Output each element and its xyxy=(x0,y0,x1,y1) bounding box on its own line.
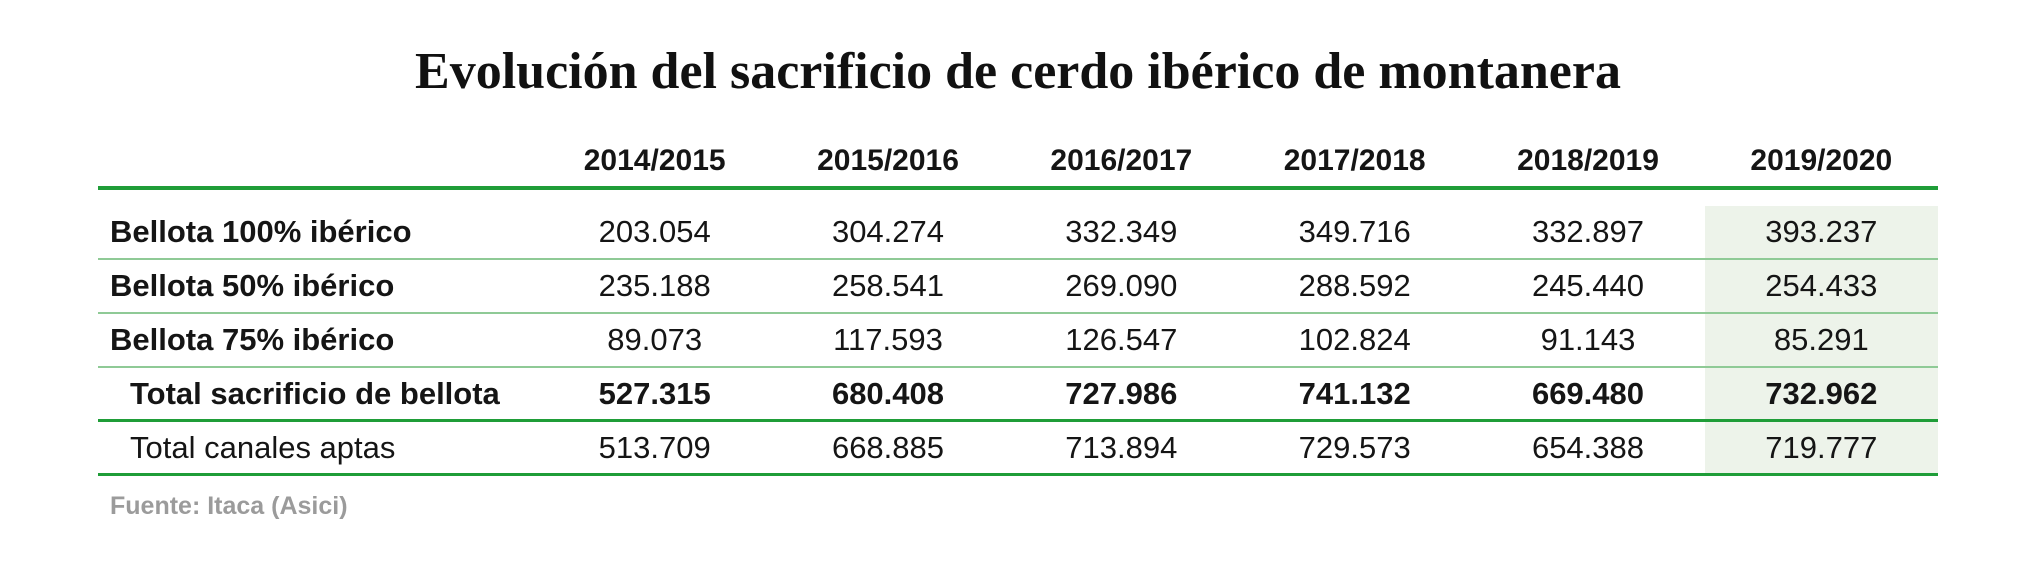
value-cell: 680.408 xyxy=(831,375,945,411)
column-header-2014-2015: 2014/2015 xyxy=(583,144,726,177)
value-cell: 89.073 xyxy=(607,322,703,357)
header-spacer-row xyxy=(98,190,1938,206)
value-cell: 269.090 xyxy=(1065,268,1178,303)
row-label: Bellota 50% ibérico xyxy=(110,268,395,303)
column-header-2017-2018: 2017/2018 xyxy=(1283,144,1426,177)
value-cell: 741.132 xyxy=(1298,375,1411,411)
column-header-2016-2017: 2016/2017 xyxy=(1050,144,1193,177)
value-cell: 713.894 xyxy=(1065,429,1178,465)
table-row: Bellota 75% ibérico 89.073 117.593 126.547 1… xyxy=(98,314,1938,368)
value-cell: 719.777 xyxy=(1704,422,1938,473)
value-cell: 349.716 xyxy=(1298,214,1411,249)
value-cell: 91.143 xyxy=(1540,322,1636,357)
value-cell: 304.274 xyxy=(831,214,945,249)
value-cell: 732.962 xyxy=(1704,368,1938,419)
header-label-spacer xyxy=(98,138,538,178)
value-cell: 527.315 xyxy=(598,375,711,411)
value-cell: 668.885 xyxy=(831,429,945,465)
source-note: Fuente: Itaca (Asici) xyxy=(110,492,348,520)
row-label: Bellota 75% ibérico xyxy=(110,322,395,357)
row-label: Total sacrificio de bellota xyxy=(130,375,500,411)
value-cell: 513.709 xyxy=(598,429,711,465)
value-cell: 203.054 xyxy=(598,214,711,249)
value-cell: 729.573 xyxy=(1298,429,1411,465)
value-cell: 393.237 xyxy=(1704,206,1938,258)
table-row: Total sacrificio de bellota 527.315 680.40… xyxy=(98,368,1938,422)
value-cell: 126.547 xyxy=(1065,322,1178,357)
table-body: Bellota 100% ibérico 203.054 304.274 332.34… xyxy=(98,206,1938,476)
row-label: Total canales aptas xyxy=(130,429,396,465)
value-cell: 245.440 xyxy=(1531,268,1645,303)
value-cell: 332.897 xyxy=(1531,214,1645,249)
value-cell: 235.188 xyxy=(598,268,711,303)
data-table: 2014/2015 2015/2016 2016/2017 2017/2018 … xyxy=(98,138,1938,521)
row-label: Bellota 100% ibérico xyxy=(110,214,412,249)
value-cell: 102.824 xyxy=(1298,322,1411,357)
value-cell: 258.541 xyxy=(831,268,945,303)
value-cell: 727.986 xyxy=(1065,375,1178,411)
chart-title: Evolución del sacrificio de cerdo ibéric… xyxy=(415,43,1621,100)
value-cell: 288.592 xyxy=(1298,268,1411,303)
value-cell: 332.349 xyxy=(1065,214,1178,249)
column-header-2015-2016: 2015/2016 xyxy=(817,144,959,177)
table-header-row: 2014/2015 2015/2016 2016/2017 2017/2018 … xyxy=(98,138,1938,190)
column-header-2019-2020: 2019/2020 xyxy=(1750,144,1893,177)
column-header-2018-2019: 2018/2019 xyxy=(1517,144,1659,177)
table-row: Total canales aptas 513.709 668.885 713.894… xyxy=(98,422,1938,476)
value-cell: 85.291 xyxy=(1704,314,1938,366)
table-row: Bellota 50% ibérico 235.188 258.541 269.090… xyxy=(98,260,1938,314)
value-cell: 654.388 xyxy=(1531,429,1645,465)
value-cell: 117.593 xyxy=(833,322,943,357)
value-cell: 669.480 xyxy=(1531,375,1645,411)
table-row: Bellota 100% ibérico 203.054 304.274 332.34… xyxy=(98,206,1938,260)
value-cell: 254.433 xyxy=(1704,260,1938,312)
